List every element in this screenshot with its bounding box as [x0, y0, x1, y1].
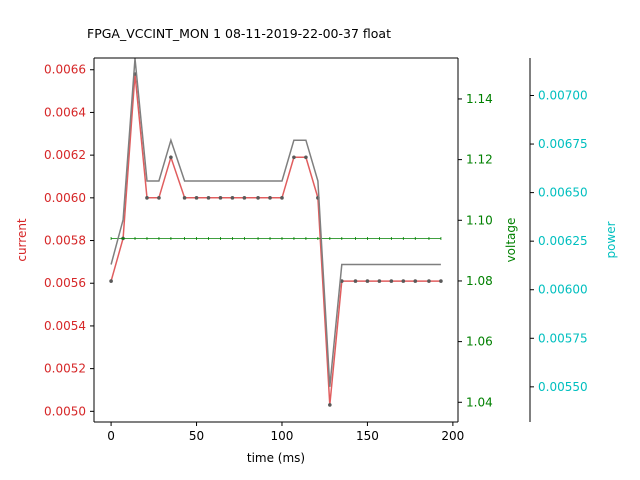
current-axis-label: current [15, 218, 29, 262]
voltage-tick-label: 1.12 [466, 153, 493, 167]
series-line-power [110, 58, 441, 387]
current-tick-label: 0.0056 [44, 276, 86, 290]
current-tick-label: 0.0052 [44, 362, 86, 376]
chart-title: FPGA_VCCINT_MON 1 08-11-2019-22-00-37 fl… [87, 26, 391, 41]
power-tick-label: 0.00575 [538, 331, 588, 345]
series-line-current [110, 73, 441, 405]
x-tick-label: 50 [189, 429, 204, 443]
current-point [194, 196, 199, 200]
current-tick-label: 0.0054 [44, 319, 86, 333]
current-point [439, 279, 443, 283]
x-axis-label: time (ms) [247, 451, 305, 465]
power-axis-label: power [604, 221, 618, 258]
x-tick-label: 200 [441, 429, 464, 443]
current-tick-label: 0.0066 [44, 63, 86, 77]
current-point [401, 279, 406, 283]
current-point [280, 196, 284, 200]
voltage-tick-label: 1.04 [466, 395, 493, 409]
current-tick-label: 0.0058 [44, 234, 86, 248]
current-tick-label: 0.0050 [44, 404, 86, 418]
power-tick-label: 0.00625 [538, 234, 588, 248]
voltage-tick-label: 1.08 [466, 274, 493, 288]
power-tick-label: 0.00700 [538, 88, 588, 102]
current-tick-label: 0.0062 [44, 148, 86, 162]
current-point [268, 196, 272, 200]
current-point [256, 196, 260, 200]
current-point [365, 279, 370, 283]
current-point [377, 279, 382, 283]
current-point [427, 279, 431, 283]
current-point [353, 279, 358, 283]
current-point [242, 196, 247, 200]
current-tick-label: 0.0064 [44, 105, 86, 119]
current-point [304, 155, 308, 160]
current-point [230, 196, 235, 200]
plot-frame [93, 57, 531, 423]
power-tick-label: 0.00600 [538, 283, 588, 297]
current-point [169, 155, 173, 160]
current-point [206, 196, 211, 200]
current-point [109, 279, 113, 283]
x-tick-label: 150 [356, 429, 379, 443]
current-point [145, 196, 149, 200]
voltage-tick-label: 1.06 [466, 335, 493, 349]
x-tick-label: 0 [107, 429, 115, 443]
voltage-tick-label: 1.14 [466, 92, 493, 106]
x-tick-label: 100 [271, 429, 294, 443]
current-point [157, 196, 161, 200]
current-point [413, 279, 418, 283]
axes-layer: 0 50 100 150 200 0.0050 0.0052 0.0054 0.0056 0.00… [15, 63, 618, 443]
power-tick-label: 0.00650 [538, 186, 588, 200]
power-tick-label: 0.00550 [538, 380, 588, 394]
current-point [218, 196, 223, 200]
current-point [182, 196, 187, 200]
series-layer [109, 58, 443, 407]
voltage-axis-label: voltage [504, 218, 518, 263]
voltage-tick-label: 1.10 [466, 213, 493, 227]
current-point [389, 279, 394, 283]
power-tick-label: 0.00675 [538, 137, 588, 151]
current-point [292, 155, 296, 160]
current-tick-label: 0.0060 [44, 191, 86, 205]
current-point [328, 403, 332, 407]
